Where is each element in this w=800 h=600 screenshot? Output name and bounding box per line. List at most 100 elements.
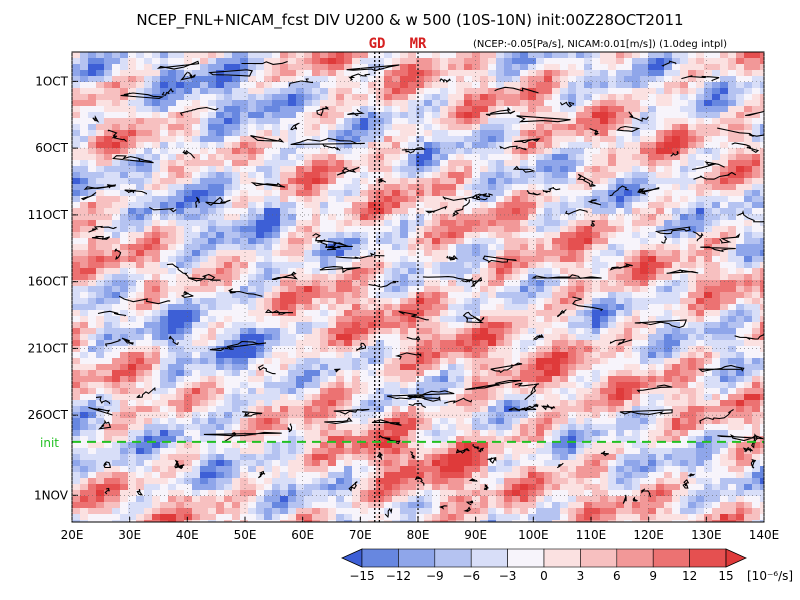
heat-cell	[408, 220, 416, 226]
heat-cell	[344, 388, 352, 394]
heat-cell	[680, 100, 688, 106]
heat-cell	[528, 256, 536, 262]
heat-cell	[560, 166, 568, 172]
heat-cell	[528, 214, 536, 220]
heat-cell	[528, 232, 536, 238]
heat-cell	[144, 250, 152, 256]
heat-cell	[208, 328, 216, 334]
heat-cell	[624, 94, 632, 100]
heat-cell	[624, 202, 632, 208]
heat-cell	[336, 334, 344, 340]
heat-cell	[616, 64, 624, 70]
heat-cell	[448, 112, 456, 118]
heat-cell	[352, 148, 360, 154]
heat-cell	[608, 292, 616, 298]
heat-cell	[200, 154, 208, 160]
heat-cell	[680, 130, 688, 136]
heat-cell	[688, 190, 696, 196]
heat-cell	[528, 130, 536, 136]
heat-cell	[720, 106, 728, 112]
heat-cell	[736, 268, 744, 274]
heat-cell	[728, 148, 736, 154]
heat-cell	[216, 64, 224, 70]
heat-cell	[112, 286, 120, 292]
heat-cell	[464, 238, 472, 244]
heat-cell	[432, 64, 440, 70]
heat-cell	[328, 250, 336, 256]
heat-cell	[200, 358, 208, 364]
heat-cell	[720, 346, 728, 352]
heat-cell	[88, 250, 96, 256]
heat-cell	[72, 178, 80, 184]
heat-cell	[280, 304, 288, 310]
heat-cell	[688, 286, 696, 292]
heat-cell	[232, 268, 240, 274]
heat-cell	[248, 142, 256, 148]
heat-cell	[88, 70, 96, 76]
heat-cell	[600, 160, 608, 166]
heat-cell	[216, 130, 224, 136]
heat-cell	[736, 274, 744, 280]
heat-cell	[416, 262, 424, 268]
heat-cell	[456, 358, 464, 364]
heat-cell	[312, 358, 320, 364]
heat-cell	[136, 184, 144, 190]
heat-cell	[240, 250, 248, 256]
heat-cell	[368, 262, 376, 268]
heat-cell	[456, 316, 464, 322]
heat-cell	[448, 202, 456, 208]
heat-cell	[488, 352, 496, 358]
heat-cell	[200, 346, 208, 352]
heat-cell	[696, 250, 704, 256]
heat-cell	[184, 154, 192, 160]
heat-cell	[648, 112, 656, 118]
heat-cell	[256, 274, 264, 280]
heat-cell	[88, 196, 96, 202]
heat-cell	[752, 70, 760, 76]
heat-cell	[680, 166, 688, 172]
heat-cell	[408, 202, 416, 208]
heat-cell	[344, 64, 352, 70]
heat-cell	[352, 316, 360, 322]
heat-cell	[688, 172, 696, 178]
heat-cell	[88, 124, 96, 130]
heat-cell	[216, 370, 224, 376]
heat-cell	[264, 202, 272, 208]
heat-cell	[520, 226, 528, 232]
heat-cell	[560, 196, 568, 202]
heat-cell	[696, 196, 704, 202]
heat-cell	[384, 196, 392, 202]
heat-cell	[624, 382, 632, 388]
heat-cell	[560, 70, 568, 76]
heat-cell	[576, 334, 584, 340]
heat-cell	[552, 154, 560, 160]
heat-cell	[392, 298, 400, 304]
heat-cell	[144, 316, 152, 322]
heat-cell	[464, 100, 472, 106]
heat-cell	[128, 256, 136, 262]
heat-cell	[568, 364, 576, 370]
heat-cell	[760, 244, 764, 250]
heat-cell	[488, 178, 496, 184]
heat-cell	[288, 106, 296, 112]
heat-cell	[664, 178, 672, 184]
heat-cell	[80, 190, 88, 196]
heat-cell	[744, 322, 752, 328]
heat-cell	[648, 340, 656, 346]
heat-cell	[144, 154, 152, 160]
heat-cell	[80, 118, 88, 124]
heat-cell	[616, 94, 624, 100]
heat-cell	[232, 250, 240, 256]
heat-cell	[304, 160, 312, 166]
heat-cell	[584, 286, 592, 292]
heat-cell	[632, 118, 640, 124]
heat-cell	[392, 346, 400, 352]
heat-cell	[456, 106, 464, 112]
heat-cell	[480, 112, 488, 118]
heat-cell	[232, 70, 240, 76]
heat-cell	[680, 208, 688, 214]
heat-cell	[576, 286, 584, 292]
heat-cell	[296, 94, 304, 100]
heat-cell	[88, 226, 96, 232]
heat-cell	[248, 382, 256, 388]
